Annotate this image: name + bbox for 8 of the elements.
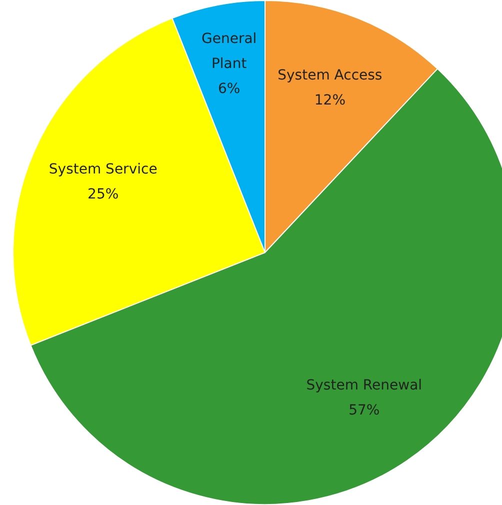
data-label: 57% [348, 402, 380, 419]
slice-label: System Renewal [306, 378, 422, 394]
data-label: 25% [88, 186, 119, 203]
data-label: 12% [314, 92, 346, 109]
data-label: 6% [218, 81, 240, 98]
slice-label: General Plant [202, 31, 257, 72]
slice-label: System Access [278, 68, 382, 84]
slice-label: System Service [48, 162, 158, 178]
